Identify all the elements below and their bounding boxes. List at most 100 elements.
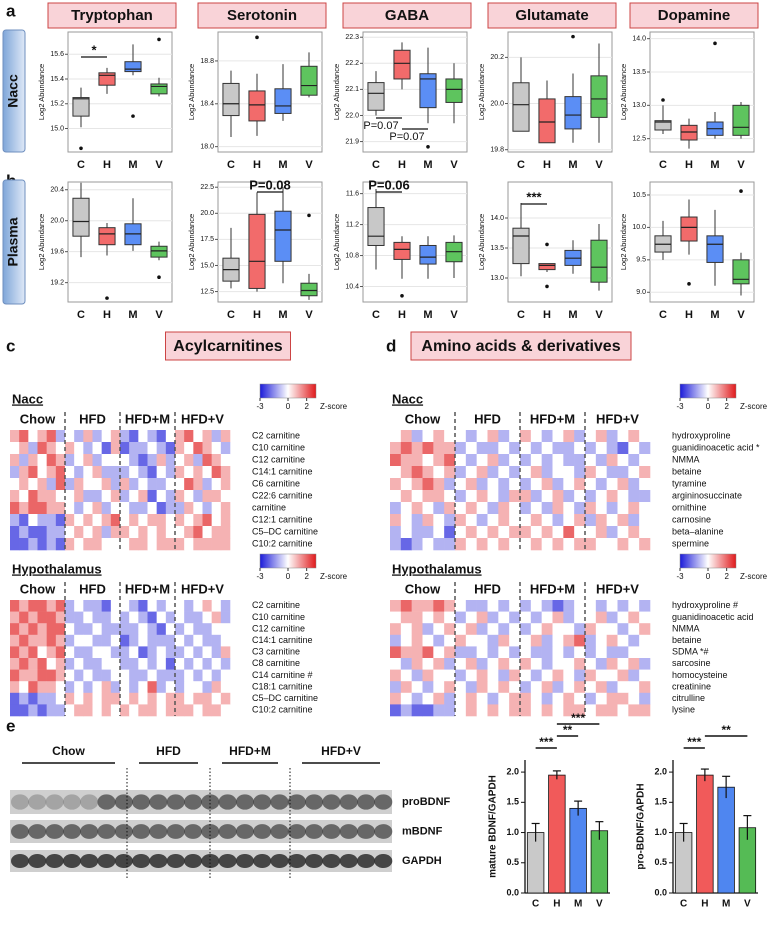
heatmap-cell	[498, 646, 510, 659]
heatmap-cell	[65, 526, 75, 539]
heatmap-cell	[455, 502, 467, 515]
group-label: HFD+M	[530, 411, 575, 426]
heatmap-cell	[530, 658, 542, 670]
heatmap-cell	[465, 430, 477, 443]
heatmap-cell	[639, 611, 651, 624]
heatmap-cell	[617, 538, 629, 551]
heatmap-cell	[156, 454, 167, 467]
heatmap-cell	[19, 681, 29, 694]
heatmap-cell	[509, 623, 521, 636]
heatmap-cell	[487, 600, 499, 612]
heatmap-cell	[28, 658, 38, 670]
heatmap-cell	[487, 538, 499, 551]
heatmap-cell	[455, 611, 467, 624]
colorbar-tick-label: 2	[304, 402, 309, 411]
blot-band	[270, 824, 289, 839]
row-label: C5–DC carnitine	[252, 526, 318, 536]
heatmap-cell	[433, 430, 445, 443]
heatmap-cell	[411, 658, 423, 670]
heatmap-cell	[202, 466, 212, 479]
heatmap-cell	[628, 478, 640, 491]
box	[419, 73, 437, 109]
heatmap-cell	[530, 623, 542, 636]
heatmap-cell	[390, 692, 402, 705]
heatmap-cell	[628, 646, 640, 659]
heatmap-cell	[617, 600, 629, 612]
row-label: C5–DC carnitine	[252, 693, 318, 703]
heatmap-cell	[585, 658, 597, 670]
heatmap-cell	[390, 646, 402, 659]
heatmap-cell	[390, 502, 402, 515]
significance-label: P=0.08	[249, 177, 291, 192]
heatmap-cell	[129, 538, 139, 551]
box	[98, 72, 116, 86]
heatmap-cell	[101, 623, 112, 636]
heatmap-cell	[455, 704, 467, 717]
heatmap-cell	[585, 634, 597, 647]
heatmap-cell	[28, 538, 38, 551]
heatmap-cell	[156, 526, 167, 539]
blot-band-label: proBDNF	[402, 796, 451, 808]
heatmap-cell	[455, 454, 467, 467]
outlier	[131, 114, 135, 118]
y-tick-label: 17.5	[200, 236, 214, 243]
heatmap-cell	[147, 623, 157, 636]
blot-band	[132, 853, 151, 869]
y-tick-label: 12.5	[632, 136, 646, 143]
y-axis-label: Log2 Abundance	[37, 214, 46, 270]
x-tick-label: C	[372, 159, 380, 171]
heatmap-cell	[65, 514, 75, 527]
bar	[696, 774, 714, 894]
outlier	[661, 98, 665, 102]
heatmap-cell	[433, 704, 445, 717]
heatmap-cell	[411, 430, 423, 443]
panel-label: c	[6, 336, 15, 355]
plot-area	[217, 181, 323, 303]
heatmap-cell	[19, 646, 29, 659]
heatmap-cell	[83, 514, 93, 527]
blot-band	[201, 794, 220, 810]
heatmap-subtitle: Nacc	[392, 391, 423, 406]
heatmap-cell	[120, 442, 130, 455]
heatmap-cell	[184, 704, 194, 717]
heatmap-cell	[202, 692, 212, 705]
heatmap-cell	[74, 623, 84, 636]
heatmap-cell	[498, 442, 510, 455]
y-tick-label: 20.0	[490, 100, 504, 107]
heatmap-cell	[92, 514, 102, 527]
heatmap-cell	[55, 502, 66, 515]
heatmap-cell	[628, 704, 640, 717]
heatmap-cell	[530, 538, 542, 551]
heatmap-cell	[585, 454, 597, 467]
colorbar-tick-label: -3	[256, 402, 264, 411]
x-tick-label: M	[574, 899, 582, 910]
heatmap-cell	[129, 502, 139, 515]
x-tick-label: C	[659, 309, 667, 321]
heatmap-cell	[74, 466, 84, 479]
section-title-box	[410, 331, 632, 361]
group-label: HFD	[474, 581, 501, 596]
row-label: guanidinoacetic acid *	[672, 442, 760, 452]
heatmap-cell	[193, 466, 203, 479]
heatmap-cell	[411, 704, 423, 717]
heatmap-cell	[617, 490, 629, 503]
heatmap-cell	[444, 454, 456, 467]
y-tick-label: 1.0	[506, 827, 519, 837]
x-tick-label: H	[103, 309, 111, 321]
heatmap-cell	[628, 692, 640, 705]
x-tick-label: V	[596, 899, 603, 910]
heatmap-cell	[83, 478, 93, 491]
panel-title: Dopamine	[658, 7, 731, 24]
heatmap-cell	[422, 478, 434, 491]
heatmap-cell	[541, 692, 553, 705]
bar	[590, 830, 609, 894]
heatmap-cell	[509, 600, 521, 612]
heatmap-cell	[390, 634, 402, 647]
heatmap-cell	[101, 430, 112, 443]
y-tick-label: 10.0	[632, 224, 646, 231]
heatmap-cell	[585, 538, 597, 551]
heatmap-cell	[37, 646, 47, 659]
heatmap-cell	[476, 454, 488, 467]
blot-band	[270, 794, 289, 810]
heatmap-cell	[120, 704, 130, 717]
